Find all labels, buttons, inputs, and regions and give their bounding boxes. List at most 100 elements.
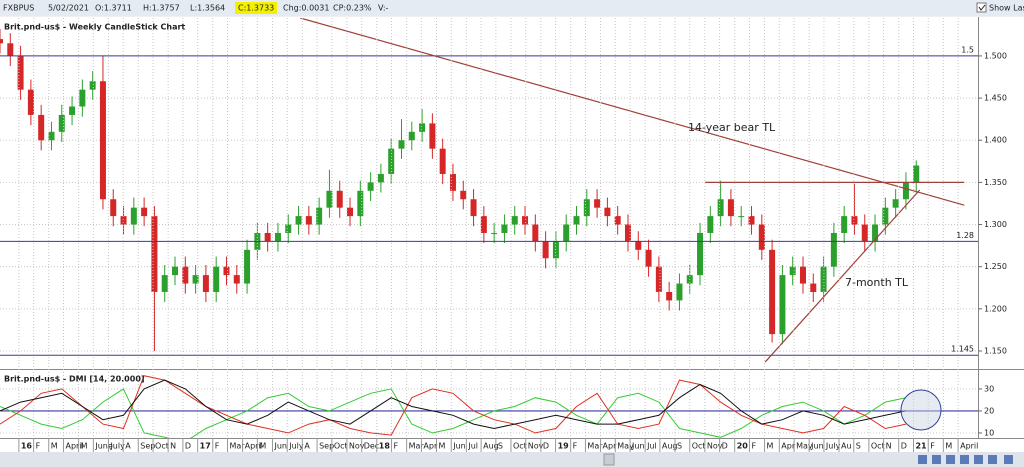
- x-tick-label: D: [901, 442, 907, 451]
- candle-body: [274, 232, 281, 242]
- candle-body: [316, 207, 323, 225]
- candle-body: [305, 216, 312, 225]
- x-tick-label: Mar: [230, 442, 246, 451]
- candle-body: [398, 140, 405, 149]
- show-last[interactable]: Show Last: [989, 4, 1024, 13]
- candle-body: [501, 224, 508, 233]
- x-tick-label: Au: [841, 442, 852, 451]
- y-tick-label: 1.350: [984, 178, 1007, 187]
- candle-body: [295, 216, 302, 225]
- candle-body: [439, 148, 446, 174]
- candle-body: [151, 216, 158, 292]
- x-tick-label: Nov: [349, 442, 365, 451]
- x-tick-label: Oct: [155, 442, 169, 451]
- x-tick-label: M: [81, 442, 88, 451]
- x-tick-label: Sep: [319, 442, 334, 451]
- panel: [0, 18, 978, 363]
- x-tick-label: F: [394, 442, 399, 451]
- x-tick-label: M: [945, 442, 952, 451]
- candle-body: [480, 216, 487, 233]
- x-tick-label: 19: [558, 442, 570, 451]
- candle-body: [429, 123, 436, 149]
- y-tick-label: 1.200: [984, 304, 1007, 313]
- y-tick-label: 1.400: [984, 136, 1007, 145]
- x-tick-label: F: [930, 442, 935, 451]
- scroll-thumb[interactable]: [603, 453, 615, 466]
- symbol: FXBPUS: [3, 4, 34, 13]
- x-tick-label: Aug: [662, 442, 678, 451]
- y-tick-label: 1.300: [984, 220, 1007, 229]
- x-tick-label: Mar: [409, 442, 425, 451]
- x-tick-label: M: [767, 442, 774, 451]
- candle-body: [542, 241, 549, 259]
- close-highlight: [235, 2, 277, 14]
- x-tick-label: 20: [737, 442, 749, 451]
- x-tick-label: June: [94, 442, 113, 451]
- candle-body: [872, 224, 879, 242]
- x-tick-label: 18: [379, 442, 391, 451]
- candle-body: [470, 199, 477, 217]
- candle-body: [182, 266, 189, 284]
- x-tick-label: Oct: [871, 442, 885, 451]
- x-tick-label: M: [259, 442, 266, 451]
- candle-body: [285, 224, 292, 233]
- trend-line: [300, 18, 965, 206]
- y-tick-label: 1.250: [984, 262, 1007, 271]
- candle-body: [769, 249, 776, 335]
- x-tick-label: Jul: [467, 442, 478, 451]
- candle-body: [326, 190, 333, 208]
- change: Chg:0.0031: [283, 4, 329, 13]
- candle-body: [69, 106, 76, 115]
- y-tick-label: 20: [984, 406, 994, 415]
- nav-icons[interactable]: [918, 455, 1013, 464]
- x-tick-label: Nov: [528, 442, 544, 451]
- candle-body: [789, 266, 796, 276]
- candle-body: [449, 173, 456, 191]
- candle-body: [594, 199, 601, 208]
- x-tick-label: Jul: [646, 442, 657, 451]
- x-tick-label: Jun: [273, 442, 287, 451]
- x-tick-label: Oct: [334, 442, 348, 451]
- candle-body: [614, 216, 621, 225]
- candle-body: [511, 216, 518, 225]
- candle-body: [645, 249, 652, 267]
- change-pct: CP:0.23%: [333, 4, 372, 13]
- x-tick-label: Jun: [631, 442, 645, 451]
- x-tick-label: Jun: [452, 442, 466, 451]
- trend-line: [764, 189, 921, 363]
- candle-body: [717, 199, 724, 217]
- candle-body: [522, 216, 529, 225]
- high: H:1.3757: [143, 4, 180, 13]
- candle-body: [902, 182, 909, 200]
- candle-body: [7, 43, 14, 56]
- x-tick-label: D: [543, 442, 549, 451]
- x-tick-label: S: [856, 442, 861, 451]
- x-tick-label: Oct: [692, 442, 706, 451]
- x-tick-label: Mar: [587, 442, 603, 451]
- y-tick-label: 1.150: [984, 346, 1007, 355]
- level-label: 1.145: [951, 345, 974, 354]
- candle-body: [357, 190, 364, 217]
- candle-body: [38, 114, 45, 141]
- candle-body: [676, 283, 683, 301]
- chart-title: Brit.pnd-us$ - Weekly CandleStick Chart: [4, 23, 185, 32]
- panel: [0, 375, 978, 438]
- candle-body: [141, 207, 148, 217]
- candle-body: [202, 275, 209, 292]
- candle-body: [624, 224, 631, 242]
- candle-body: [851, 216, 858, 225]
- candle-body: [233, 275, 240, 284]
- y-tick-label: 30: [984, 384, 994, 393]
- candle-body: [264, 232, 271, 242]
- x-tick-label: A: [304, 442, 310, 451]
- candle-body: [336, 190, 343, 208]
- x-tick-label: 16: [21, 442, 33, 451]
- checkbox[interactable]: [976, 2, 987, 13]
- x-tick-label: F: [573, 442, 578, 451]
- scrollbar[interactable]: [0, 452, 1024, 467]
- candle-body: [99, 81, 106, 200]
- candle-body: [244, 249, 251, 284]
- x-tick-label: F: [751, 442, 756, 451]
